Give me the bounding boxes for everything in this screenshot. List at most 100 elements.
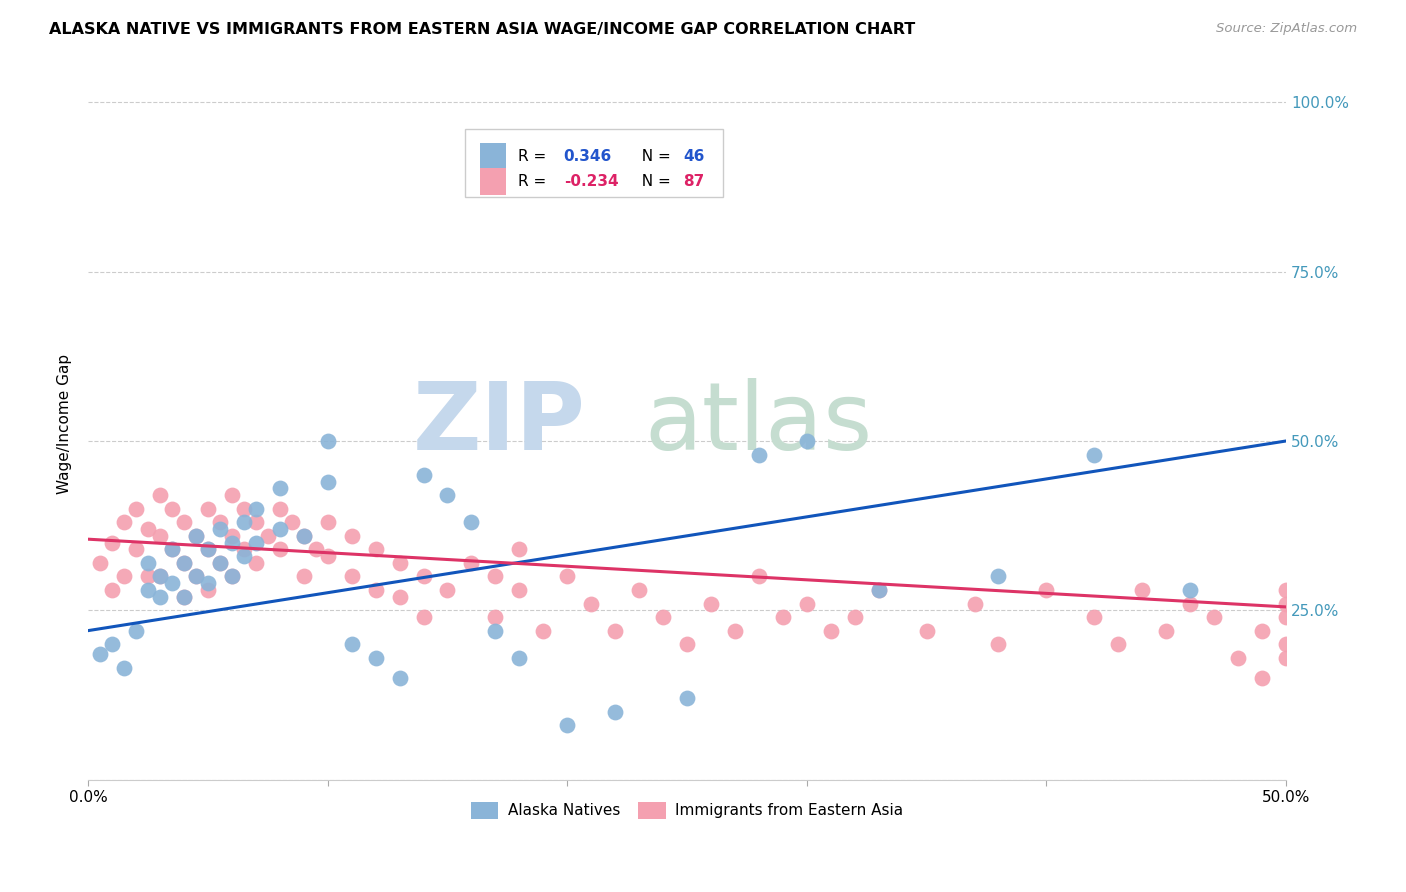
Point	[173, 590, 195, 604]
Point	[112, 515, 135, 529]
Point	[173, 556, 195, 570]
Point	[460, 556, 482, 570]
Point	[748, 569, 770, 583]
Point	[796, 434, 818, 448]
Point	[101, 535, 124, 549]
Point	[232, 501, 254, 516]
Text: ALASKA NATIVE VS IMMIGRANTS FROM EASTERN ASIA WAGE/INCOME GAP CORRELATION CHART: ALASKA NATIVE VS IMMIGRANTS FROM EASTERN…	[49, 22, 915, 37]
Point	[184, 569, 207, 583]
Text: 87: 87	[683, 174, 704, 189]
Point	[388, 556, 411, 570]
Point	[340, 529, 363, 543]
Point	[232, 515, 254, 529]
Point	[652, 610, 675, 624]
Point	[197, 582, 219, 597]
Point	[149, 488, 172, 502]
Point	[820, 624, 842, 638]
Text: R =: R =	[519, 149, 557, 164]
Point	[197, 542, 219, 557]
Point	[269, 522, 291, 536]
Point	[136, 569, 159, 583]
Point	[149, 529, 172, 543]
Point	[292, 569, 315, 583]
Point	[232, 549, 254, 563]
Point	[605, 624, 627, 638]
Point	[531, 624, 554, 638]
Point	[1275, 637, 1298, 651]
Point	[388, 590, 411, 604]
Point	[436, 488, 458, 502]
Point	[136, 522, 159, 536]
Point	[316, 549, 339, 563]
Point	[1251, 671, 1274, 685]
Point	[460, 515, 482, 529]
Point	[245, 501, 267, 516]
Point	[748, 448, 770, 462]
Point	[364, 542, 387, 557]
Point	[772, 610, 794, 624]
Point	[89, 556, 111, 570]
Point	[173, 556, 195, 570]
Point	[508, 582, 530, 597]
Point	[292, 529, 315, 543]
Text: R =: R =	[519, 174, 551, 189]
Point	[232, 542, 254, 557]
Legend: Alaska Natives, Immigrants from Eastern Asia: Alaska Natives, Immigrants from Eastern …	[465, 796, 910, 825]
Text: 46: 46	[683, 149, 704, 164]
Point	[915, 624, 938, 638]
Point	[605, 705, 627, 719]
Point	[316, 515, 339, 529]
Point	[436, 582, 458, 597]
Bar	[479, 168, 506, 195]
Point	[149, 569, 172, 583]
Point	[508, 650, 530, 665]
Point	[101, 637, 124, 651]
Point	[628, 582, 651, 597]
Point	[136, 582, 159, 597]
Point	[796, 597, 818, 611]
Point	[1275, 597, 1298, 611]
Point	[1251, 624, 1274, 638]
Point	[173, 590, 195, 604]
Point	[101, 582, 124, 597]
Point	[868, 582, 890, 597]
Point	[221, 569, 243, 583]
Point	[221, 488, 243, 502]
Point	[221, 569, 243, 583]
Point	[89, 648, 111, 662]
Point	[1083, 448, 1105, 462]
Point	[160, 576, 183, 591]
Text: N =: N =	[631, 149, 675, 164]
Point	[1107, 637, 1129, 651]
Point	[269, 482, 291, 496]
Point	[1154, 624, 1177, 638]
Point	[555, 569, 578, 583]
Point	[676, 637, 699, 651]
Text: -0.234: -0.234	[564, 174, 619, 189]
Text: Source: ZipAtlas.com: Source: ZipAtlas.com	[1216, 22, 1357, 36]
Point	[1275, 610, 1298, 624]
Point	[184, 529, 207, 543]
Point	[316, 434, 339, 448]
Text: atlas: atlas	[645, 378, 873, 470]
Y-axis label: Wage/Income Gap: Wage/Income Gap	[58, 354, 72, 494]
Point	[987, 569, 1010, 583]
Bar	[479, 144, 506, 170]
Point	[184, 529, 207, 543]
Point	[149, 590, 172, 604]
Point	[184, 569, 207, 583]
Point	[160, 542, 183, 557]
FancyBboxPatch shape	[465, 129, 723, 196]
Point	[1083, 610, 1105, 624]
Point	[197, 501, 219, 516]
Text: 0.346: 0.346	[564, 149, 612, 164]
Point	[269, 501, 291, 516]
Point	[340, 637, 363, 651]
Point	[112, 569, 135, 583]
Point	[160, 542, 183, 557]
Point	[724, 624, 747, 638]
Text: N =: N =	[631, 174, 675, 189]
Point	[555, 718, 578, 732]
Point	[281, 515, 304, 529]
Point	[700, 597, 723, 611]
